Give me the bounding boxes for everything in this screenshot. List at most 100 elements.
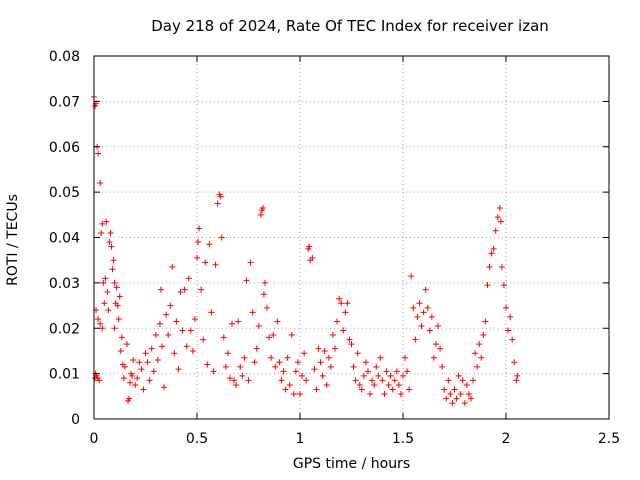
data-point — [268, 354, 275, 361]
grid-lines — [94, 56, 609, 419]
x-tick-label: 2.5 — [598, 431, 620, 447]
data-point — [226, 375, 233, 382]
data-point — [402, 354, 409, 361]
data-point — [120, 375, 127, 382]
data-point — [348, 341, 355, 348]
data-point — [408, 273, 415, 280]
data-point — [286, 381, 293, 388]
chart-title: Day 218 of 2024, Rate Of TEC Index for r… — [151, 17, 549, 35]
data-point — [385, 381, 392, 388]
data-point — [288, 332, 295, 339]
data-point — [301, 350, 308, 357]
y-tick-label: 0.02 — [49, 321, 80, 337]
data-point — [391, 377, 398, 384]
data-point — [195, 239, 202, 246]
data-point — [210, 368, 217, 375]
data-point — [367, 391, 374, 398]
data-point — [97, 180, 104, 187]
data-point — [498, 263, 505, 270]
data-point — [204, 361, 211, 368]
data-point — [503, 304, 509, 311]
data-point — [243, 277, 250, 284]
data-point — [157, 286, 164, 293]
data-point — [362, 359, 369, 366]
data-point — [416, 300, 423, 307]
data-point — [266, 334, 273, 341]
data-point — [284, 354, 291, 361]
plot-frame — [93, 55, 610, 420]
data-point — [100, 279, 107, 286]
data-point — [492, 227, 499, 234]
data-point — [257, 211, 264, 218]
data-point — [369, 377, 376, 384]
data-point — [114, 302, 121, 309]
data-point — [218, 234, 225, 241]
data-point — [202, 259, 209, 266]
data-point — [478, 354, 485, 361]
data-point — [346, 336, 353, 343]
data-point — [171, 350, 178, 357]
data-point — [136, 359, 143, 366]
data-point — [297, 391, 303, 398]
data-point — [260, 291, 267, 298]
data-point — [496, 205, 503, 212]
data-point — [101, 300, 108, 307]
data-point — [420, 309, 427, 316]
data-point — [229, 320, 236, 327]
y-tick-label: 0.07 — [49, 94, 80, 110]
data-point — [154, 357, 161, 364]
data-point — [194, 254, 200, 261]
data-point — [274, 318, 281, 325]
data-point — [432, 341, 439, 348]
data-point — [480, 332, 487, 339]
data-point — [198, 286, 205, 293]
data-point — [299, 372, 306, 379]
data-point — [507, 313, 514, 320]
data-point — [163, 311, 170, 318]
data-point — [470, 377, 477, 384]
data-point — [327, 363, 334, 370]
data-point — [123, 341, 130, 348]
data-point — [449, 400, 456, 407]
data-point — [110, 257, 117, 264]
data-point — [306, 243, 313, 250]
data-point — [270, 332, 277, 339]
data-point — [280, 368, 287, 375]
data-point — [426, 327, 433, 334]
y-tick-label: 0.08 — [49, 49, 80, 65]
data-point — [222, 363, 229, 370]
data-point — [342, 309, 349, 316]
data-point — [422, 286, 429, 293]
data-point — [323, 381, 330, 388]
data-point — [482, 318, 489, 325]
data-point — [465, 391, 472, 398]
data-point — [476, 341, 483, 348]
data-point — [313, 386, 320, 393]
data-point — [463, 381, 470, 388]
data-point — [181, 286, 188, 293]
x-axis-label: GPS time / hours — [292, 456, 411, 472]
data-point — [102, 275, 109, 282]
y-tick-label: 0.03 — [49, 276, 80, 292]
data-point — [321, 347, 328, 354]
data-point — [371, 381, 378, 388]
data-point — [95, 150, 102, 157]
data-point — [488, 250, 495, 257]
data-point — [455, 372, 462, 379]
data-point — [435, 322, 442, 329]
data-point — [99, 325, 106, 332]
data-point — [352, 377, 359, 384]
data-point — [189, 347, 196, 354]
data-point — [414, 313, 421, 320]
data-point — [233, 381, 240, 388]
data-point — [379, 377, 386, 384]
data-point — [490, 245, 497, 252]
data-point — [239, 372, 246, 379]
data-point — [484, 282, 491, 289]
data-point — [237, 363, 244, 370]
data-point — [261, 279, 268, 286]
data-point — [253, 345, 260, 352]
data-point — [340, 327, 347, 334]
data-point — [140, 386, 147, 393]
data-point — [397, 391, 404, 398]
